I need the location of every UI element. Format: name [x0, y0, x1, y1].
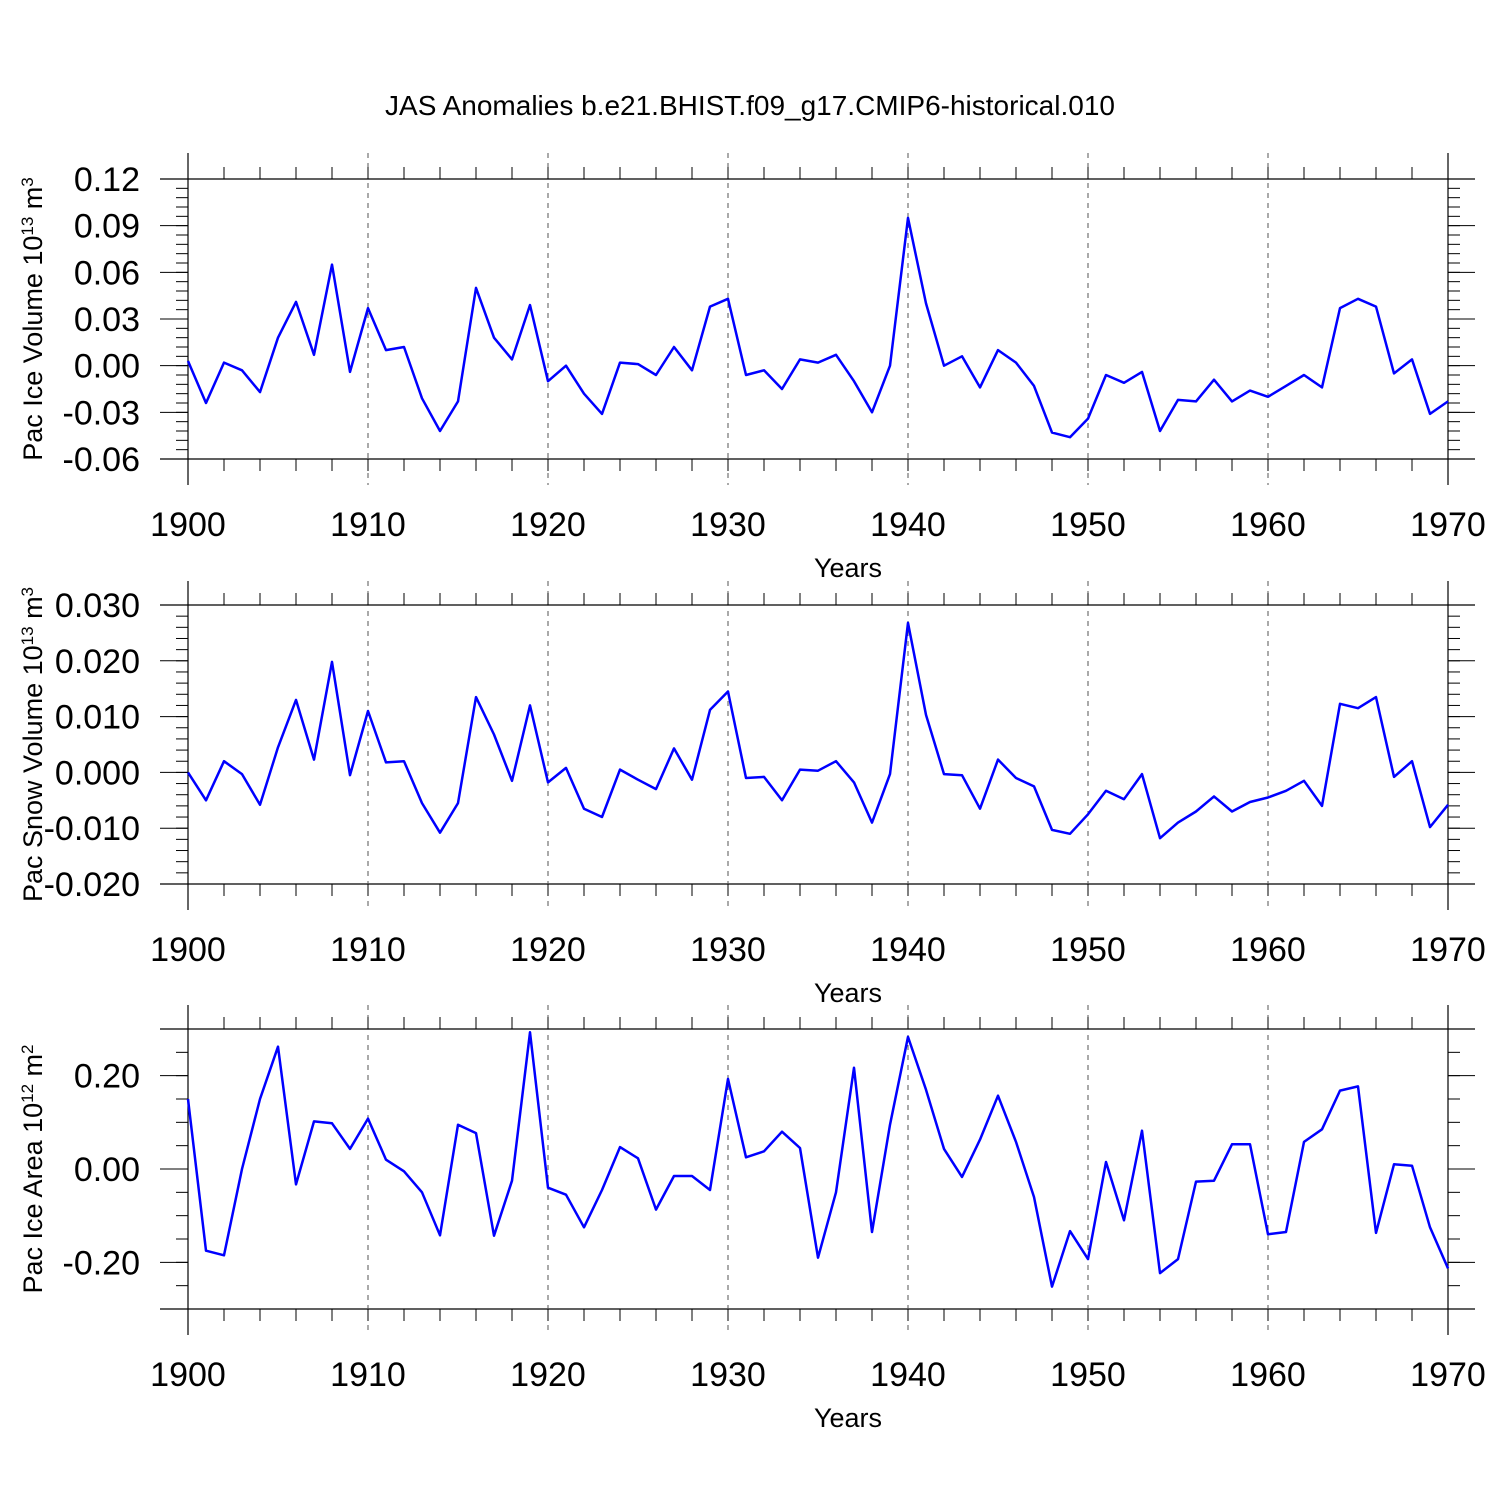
- y-tick-label: 0.09: [74, 208, 140, 246]
- y-tick-label: 0.020: [55, 643, 140, 681]
- chart-title: JAS Anomalies b.e21.BHIST.f09_g17.CMIP6-…: [385, 90, 1115, 121]
- x-tick-label: 1970: [1410, 931, 1486, 969]
- x-tick-label: 1940: [870, 1356, 946, 1394]
- y-tick-label: 0.20: [74, 1058, 140, 1096]
- x-tick-label: 1950: [1050, 931, 1126, 969]
- x-tick-label: 1900: [150, 1356, 226, 1394]
- y-axis-title-superscript: 13: [18, 217, 37, 236]
- data-series-line: [186, 216, 1449, 439]
- y-axis-title-superscript: 3: [18, 177, 37, 186]
- y-tick-label: 0.000: [55, 754, 140, 792]
- x-tick-label: 1940: [870, 931, 946, 969]
- x-tick-label: 1920: [510, 1356, 586, 1394]
- x-tick-label: 1900: [150, 931, 226, 969]
- y-tick-label: -0.20: [63, 1244, 141, 1282]
- data-series-line: [186, 1031, 1450, 1288]
- y-tick-label: 0.00: [74, 1151, 140, 1189]
- y-tick-label: -0.06: [63, 441, 141, 479]
- y-tick-label: -0.03: [63, 394, 141, 432]
- y-axis-title-text: m: [18, 1054, 48, 1084]
- data-series-line: [186, 621, 1449, 840]
- x-tick-label: 1930: [690, 931, 766, 969]
- y-axis-title-superscript: 12: [18, 1084, 37, 1103]
- panel-3: 1900 1910 1920 1930 1940 1950 1960 1970 -0.20 0.0…: [18, 1005, 1486, 1433]
- y-tick-label: 0.00: [74, 348, 140, 386]
- y-axis-title-superscript: 13: [18, 626, 37, 645]
- x-tick-label: 1970: [1410, 506, 1486, 544]
- x-tick-label: 1900: [150, 506, 226, 544]
- x-tick-label: 1910: [330, 931, 406, 969]
- y-tick-label: -0.020: [44, 866, 140, 904]
- y-axis-title: Pac Ice Volume 1013 m3: [18, 177, 49, 461]
- x-axis-title: Years: [814, 553, 882, 583]
- y-axis-title: Pac Ice Area 1012 m2: [18, 1044, 49, 1293]
- y-tick-label: -0.010: [44, 810, 140, 848]
- x-tick-label: 1950: [1050, 506, 1126, 544]
- x-tick-label: 1920: [510, 506, 586, 544]
- y-tick-label: 0.06: [74, 254, 140, 292]
- x-tick-label: 1970: [1410, 1356, 1486, 1394]
- y-axis-title-superscript: 3: [18, 587, 37, 596]
- panel-1: 1900 1910 1920 1930 1940 1950 1960 1970 -0.06 -0.…: [18, 153, 1486, 583]
- x-tick-label: 1920: [510, 931, 586, 969]
- x-tick-label: 1940: [870, 506, 946, 544]
- x-tick-label: 1910: [330, 506, 406, 544]
- y-axis-title: Pac Snow Volume 1013 m3: [18, 587, 49, 902]
- x-tick-label: 1930: [690, 506, 766, 544]
- x-axis-title: Years: [814, 1403, 882, 1433]
- y-tick-label: 0.12: [74, 161, 140, 199]
- y-axis-title-superscript: 2: [18, 1044, 37, 1053]
- y-tick-label: 0.010: [55, 699, 140, 737]
- x-tick-label: 1950: [1050, 1356, 1126, 1394]
- y-tick-label: 0.030: [55, 587, 140, 625]
- x-tick-label: 1960: [1230, 1356, 1306, 1394]
- y-axis-title-text: Pac Ice Area 10: [18, 1103, 48, 1294]
- y-axis-title-text: m: [18, 596, 48, 626]
- y-tick-label: 0.03: [74, 301, 140, 339]
- x-axis-title: Years: [814, 978, 882, 1008]
- x-tick-label: 1960: [1230, 506, 1306, 544]
- x-tick-label: 1910: [330, 1356, 406, 1394]
- y-axis-title-text: Pac Ice Volume 10: [18, 236, 48, 461]
- panel-2: 1900 1910 1920 1930 1940 1950 1960 1970 -0.020 -0…: [18, 581, 1486, 1008]
- x-tick-label: 1930: [690, 1356, 766, 1394]
- x-tick-label: 1960: [1230, 931, 1306, 969]
- y-axis-title-text: Pac Snow Volume 10: [18, 645, 48, 902]
- y-axis-title-text: m: [18, 187, 48, 217]
